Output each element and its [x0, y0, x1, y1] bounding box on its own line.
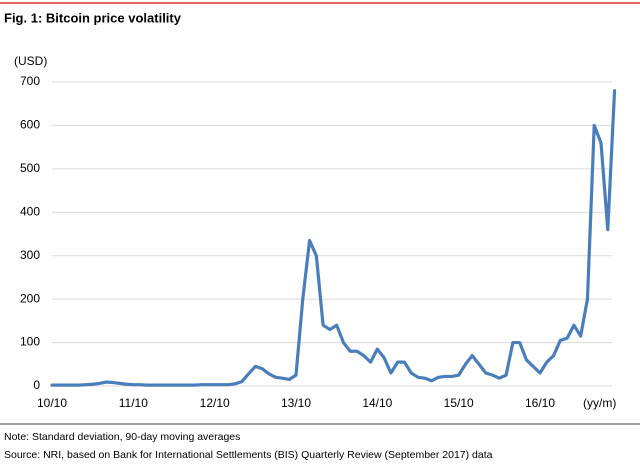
x-tick-label: 15/10	[444, 396, 474, 410]
x-tick-label: 16/10	[525, 396, 555, 410]
x-axis-label: (yy/m)	[583, 396, 616, 410]
chart-title: Fig. 1: Bitcoin price volatility	[4, 10, 182, 25]
x-tick-label: 11/10	[119, 396, 148, 410]
y-axis-label: (USD)	[14, 54, 47, 68]
x-tick-label: 13/10	[281, 396, 311, 410]
y-tick-label: 700	[20, 74, 40, 88]
y-tick-label: 600	[20, 118, 40, 132]
data-line	[50, 89, 617, 387]
x-tick-label: 14/10	[362, 396, 392, 410]
y-tick-label: 500	[20, 161, 40, 175]
source: Source: NRI, based on Bank for Internati…	[4, 449, 493, 461]
y-tick-label: 400	[20, 204, 40, 218]
x-tick-label: 12/10	[200, 396, 230, 410]
y-tick-label: 200	[20, 291, 40, 305]
y-tick-label: 0	[33, 378, 40, 392]
x-tick-label: 10/10	[37, 396, 67, 410]
y-tick-label: 300	[20, 248, 40, 262]
y-tick-label: 100	[20, 335, 40, 349]
note: Note: Standard deviation, 90-day moving …	[4, 431, 240, 443]
